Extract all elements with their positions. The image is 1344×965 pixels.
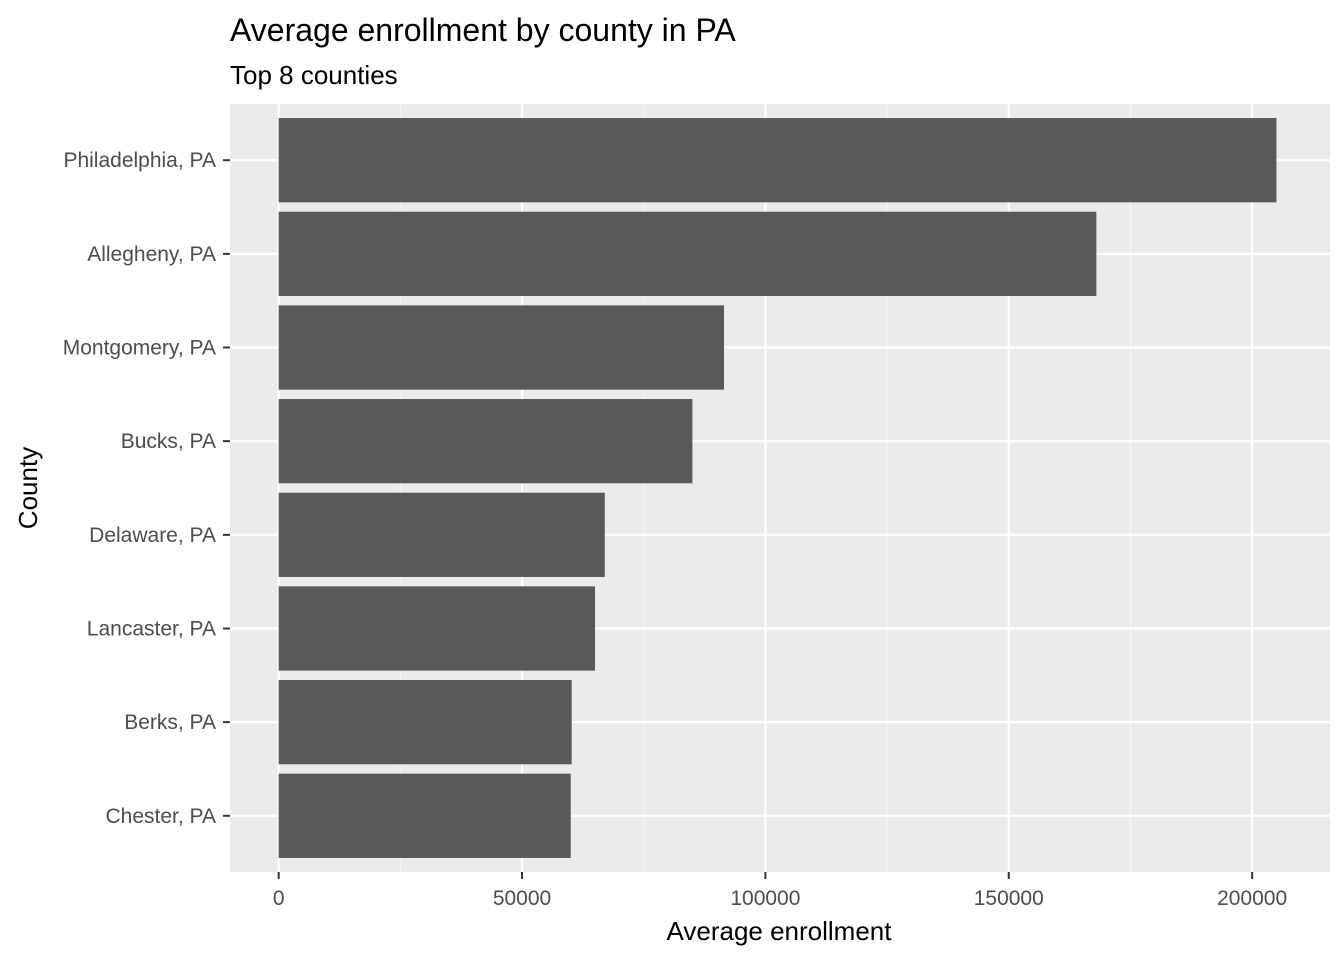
y-tick-label: Berks, PA — [124, 711, 216, 734]
bar — [278, 399, 693, 484]
bar — [278, 773, 571, 858]
x-tick-label: 50000 — [493, 887, 551, 910]
x-axis: 0 50000 100000 150000 200000 — [273, 872, 1287, 910]
y-tick-label: Allegheny, PA — [87, 243, 216, 266]
bar — [278, 118, 1277, 203]
x-axis-title: Average enrollment — [667, 916, 893, 946]
y-tick-label: Delaware, PA — [89, 524, 216, 547]
x-tick-label: 150000 — [974, 887, 1044, 910]
x-tick-label: 0 — [273, 887, 285, 910]
bar — [278, 680, 572, 765]
chart-title: Average enrollment by county in PA — [230, 12, 736, 48]
chart-subtitle: Top 8 counties — [230, 60, 398, 90]
bars — [278, 118, 1277, 858]
x-tick-label: 200000 — [1217, 887, 1287, 910]
bar — [278, 211, 1097, 296]
y-tick-label: Philadelphia, PA — [63, 149, 216, 172]
x-tick-label: 100000 — [730, 887, 800, 910]
y-tick-label: Lancaster, PA — [87, 617, 216, 640]
y-axis-title: County — [13, 447, 43, 529]
y-axis: Philadelphia, PA Allegheny, PA Montgomery,… — [63, 149, 230, 828]
bar — [278, 586, 596, 671]
y-tick-label: Montgomery, PA — [63, 337, 216, 360]
y-tick-label: Chester, PA — [106, 805, 217, 828]
bar — [278, 305, 725, 390]
bar — [278, 492, 605, 577]
y-tick-label: Bucks, PA — [121, 430, 216, 453]
